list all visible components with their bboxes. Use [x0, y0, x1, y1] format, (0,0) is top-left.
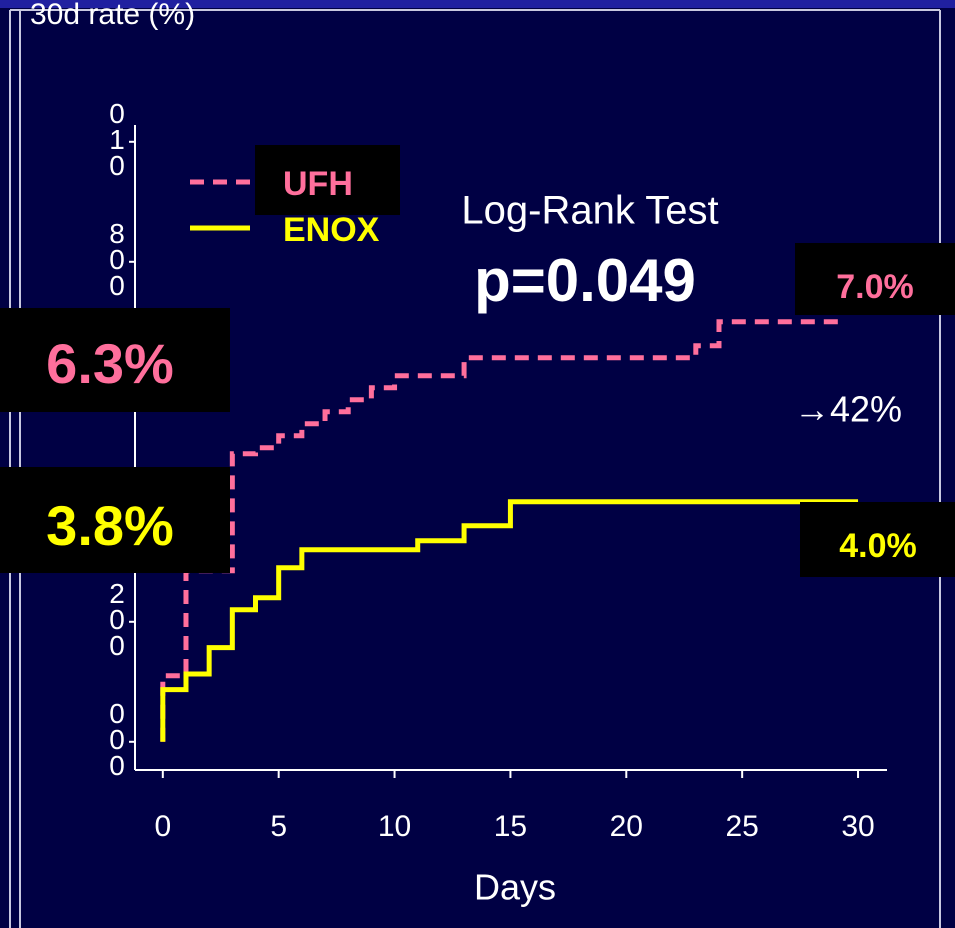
label-box — [0, 467, 230, 573]
start-label: 6.3% — [46, 332, 174, 395]
y-tick-label: 8 — [109, 218, 125, 249]
legend-label: ENOX — [283, 211, 380, 249]
legend-box — [255, 145, 400, 215]
x-tick-label: 0 — [154, 810, 171, 843]
reduction-label: →42% — [794, 389, 902, 430]
x-axis-label: Days — [474, 867, 556, 908]
x-tick-label: 15 — [494, 810, 527, 843]
end-label: 4.0% — [839, 527, 917, 565]
top-band — [0, 0, 955, 8]
legend-label: UFH — [283, 165, 353, 203]
chart-title: 30d rate (%) — [30, 0, 195, 31]
y-tick-label: 0 — [109, 150, 125, 181]
y-tick-label: 1 — [109, 124, 125, 155]
y-tick-label: 0 — [109, 98, 125, 129]
y-tick-label: 0 — [109, 604, 125, 635]
y-tick-label: 0 — [109, 750, 125, 781]
y-tick-label: 2 — [109, 578, 125, 609]
y-tick-label: 0 — [109, 724, 125, 755]
step-line — [160, 499, 859, 742]
y-tick-label: 0 — [109, 270, 125, 301]
label-box — [800, 502, 955, 577]
x-tick-label: 30 — [841, 810, 874, 843]
y-tick-label: 0 — [109, 244, 125, 275]
step-line — [160, 319, 847, 742]
y-tick-label: 0 — [109, 698, 125, 729]
overlays: Log-Rank Test p=0.049 7.0% 6.3% 3.8% 4.0… — [0, 145, 955, 908]
x-tick-label: 5 — [270, 810, 287, 843]
end-label: 7.0% — [836, 268, 914, 306]
start-label: 3.8% — [46, 494, 174, 557]
y-tick-label: 0 — [109, 630, 125, 661]
x-tick-label: 20 — [610, 810, 643, 843]
test-label: Log-Rank Test — [461, 189, 718, 233]
label-box — [795, 243, 955, 315]
label-box — [0, 308, 230, 412]
x-tick-label: 10 — [378, 810, 411, 843]
x-tick-label: 25 — [725, 810, 758, 843]
p-value: p=0.049 — [474, 247, 696, 314]
